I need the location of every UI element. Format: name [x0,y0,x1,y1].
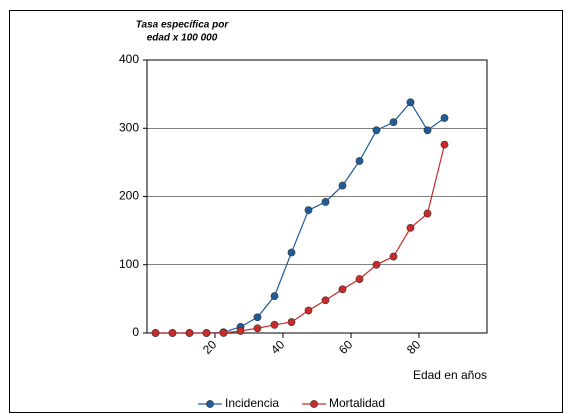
data-point [304,206,313,215]
data-point [389,252,398,261]
data-point [202,329,211,337]
data-point [304,306,313,315]
x-axis-title: Edad en años [413,368,487,382]
data-point [236,327,245,335]
data-point [355,157,364,165]
x-tick-label: 80 [404,337,424,357]
x-tick-label: 20 [200,337,220,357]
data-point [253,313,262,322]
y-tick-label: 300 [119,120,139,134]
series-line [155,144,446,334]
y-tick-label: 0 [132,325,139,339]
x-tick-label: 40 [268,337,288,357]
data-point [440,140,449,149]
y-tick-label: 100 [119,257,139,271]
data-point [321,198,330,206]
legend-label: Incidencia [225,396,279,410]
data-point [423,209,432,218]
legend-marker [310,400,318,408]
data-point [423,126,432,135]
data-point [338,285,347,294]
data-point [270,320,279,329]
frame [9,10,563,413]
data-point [372,260,381,269]
data-point [355,275,364,283]
data-point [219,329,228,337]
data-point [406,98,415,107]
series-line [155,101,445,334]
y-axis-title: Tasa específica por [136,20,230,31]
data-point [151,329,160,337]
data-point [185,329,194,337]
y-tick-label: 400 [119,52,139,66]
legend-marker [206,400,214,408]
data-point [321,296,330,305]
data-point [440,114,449,122]
x-tick-label: 60 [336,337,356,357]
data-point [389,118,398,127]
data-point [168,329,177,337]
data-point [338,181,347,190]
y-axis-title: edad x 100 000 [147,33,218,44]
y-tick-label: 200 [119,189,139,203]
data-point [253,324,262,333]
data-point [270,292,279,301]
legend-label: Mortalidad [329,396,385,410]
data-point [287,248,296,257]
plot-area [146,59,488,334]
data-point [372,126,381,135]
data-point [406,223,415,232]
data-point [287,318,296,326]
